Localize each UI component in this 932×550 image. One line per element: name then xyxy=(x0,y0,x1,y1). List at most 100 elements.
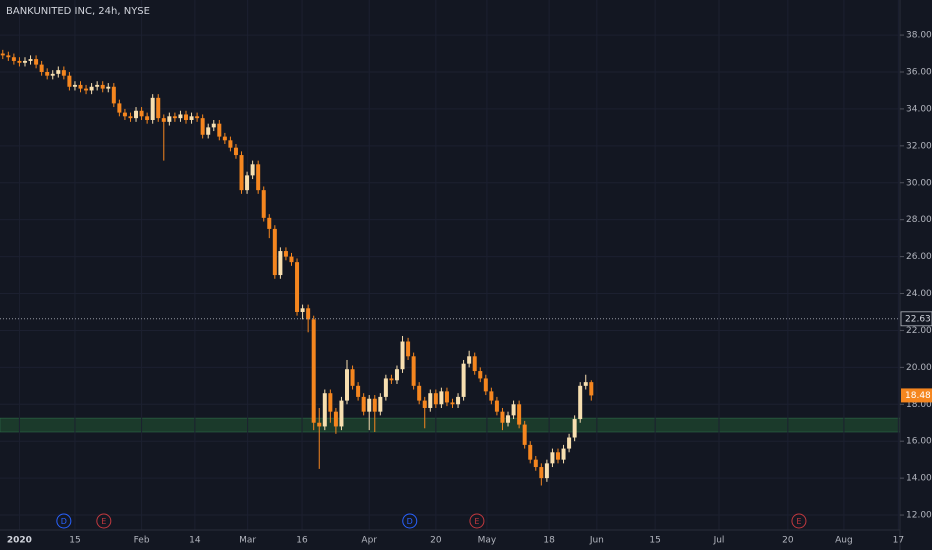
candle-body xyxy=(228,140,233,148)
candle-body xyxy=(589,382,594,396)
candle-body xyxy=(150,97,155,120)
candle-body xyxy=(167,116,172,122)
candle-body xyxy=(311,319,316,423)
candle-body xyxy=(178,114,183,119)
candle-body xyxy=(428,393,433,408)
chart-title: BANKUNITED INC, 24h, NYSE xyxy=(6,6,150,17)
y-tick-label: 18.00 xyxy=(906,400,932,410)
x-tick-label: Jul xyxy=(713,536,725,546)
candle-body xyxy=(550,452,555,464)
candle-body xyxy=(78,84,83,89)
candle-body xyxy=(28,59,33,61)
candle-body xyxy=(217,123,222,137)
x-tick-label: May xyxy=(478,536,497,546)
candle-body xyxy=(272,228,277,276)
x-tick-label: 17 xyxy=(893,536,904,546)
candle-body xyxy=(106,86,111,89)
last-price-label: 18.48 xyxy=(905,391,931,401)
candle-body xyxy=(489,391,494,401)
candle-body xyxy=(261,190,266,218)
candle-body xyxy=(406,341,411,357)
x-tick-label: 14 xyxy=(189,536,201,546)
candle-body xyxy=(372,398,377,412)
candle-body xyxy=(278,251,283,276)
candle-body xyxy=(61,70,66,76)
y-tick-label: 22.00 xyxy=(906,326,932,336)
event-label: D xyxy=(61,517,67,526)
event-marker xyxy=(469,513,485,529)
candle-body xyxy=(567,437,572,449)
y-tick-label: 12.00 xyxy=(906,511,932,521)
candle-body xyxy=(417,385,422,401)
candle-body xyxy=(111,86,116,104)
candle-body xyxy=(161,118,166,122)
candle-body xyxy=(195,116,200,119)
candle-body xyxy=(367,398,372,412)
y-tick-label: 28.00 xyxy=(906,215,932,225)
event-label: E xyxy=(796,517,801,526)
candle-body xyxy=(211,123,216,128)
candle-body xyxy=(206,127,211,135)
x-tick-label: Feb xyxy=(134,536,150,546)
candle-body xyxy=(333,411,338,427)
candle-body xyxy=(89,86,94,91)
x-tick-label: 15 xyxy=(69,536,80,546)
y-tick-label: 26.00 xyxy=(906,252,932,262)
candle-body xyxy=(128,116,133,119)
candle-body xyxy=(183,114,188,120)
candle-body xyxy=(139,110,144,117)
candle-body xyxy=(539,467,544,479)
candle-body xyxy=(245,175,250,191)
candle-body xyxy=(156,97,161,119)
event-marker xyxy=(56,513,72,529)
candle-body xyxy=(461,363,466,397)
candle-body xyxy=(339,400,344,427)
y-tick-label: 30.00 xyxy=(906,178,932,188)
x-tick-label: 15 xyxy=(649,536,660,546)
candle-body xyxy=(22,60,27,63)
candle-body xyxy=(17,60,22,63)
candle-body xyxy=(11,57,16,61)
candle-body xyxy=(439,391,444,405)
candle-body xyxy=(544,463,549,479)
y-tick-label: 14.00 xyxy=(906,474,932,484)
candle-body xyxy=(95,84,100,87)
candle-body xyxy=(450,402,455,405)
y-tick-label: 36.00 xyxy=(906,67,932,77)
x-tick-label: 18 xyxy=(543,536,555,546)
candle-body xyxy=(383,378,388,397)
x-tick-label: 20 xyxy=(430,536,442,546)
candle-body xyxy=(0,53,5,56)
x-tick-label: Mar xyxy=(239,536,256,546)
candle-body xyxy=(67,75,72,87)
candle-body xyxy=(267,217,272,229)
y-tick-label: 32.00 xyxy=(906,141,932,151)
candle-body xyxy=(533,459,538,468)
candle-body xyxy=(394,369,399,381)
candle-body xyxy=(283,251,288,257)
candle-body xyxy=(578,385,583,420)
y-tick-label: 20.00 xyxy=(906,363,932,373)
event-marker xyxy=(96,513,112,529)
candle-body xyxy=(583,382,588,386)
candle-body xyxy=(511,404,516,416)
candle-body xyxy=(378,396,383,412)
candle-body xyxy=(444,391,449,403)
candle-body xyxy=(356,385,361,397)
candle-body xyxy=(306,308,311,320)
last-price-box xyxy=(901,388,932,403)
x-tick-label: 16 xyxy=(296,536,308,546)
candle-body xyxy=(422,400,427,408)
event-marker xyxy=(402,513,418,529)
candle-body xyxy=(239,155,244,191)
candle-body xyxy=(328,393,333,412)
candle-body xyxy=(289,256,294,263)
candle-body xyxy=(222,136,227,141)
candle-body xyxy=(122,112,127,117)
candle-body xyxy=(34,59,39,65)
candle-body xyxy=(572,419,577,438)
y-tick-label: 16.00 xyxy=(906,437,932,447)
candle-body xyxy=(350,369,355,386)
